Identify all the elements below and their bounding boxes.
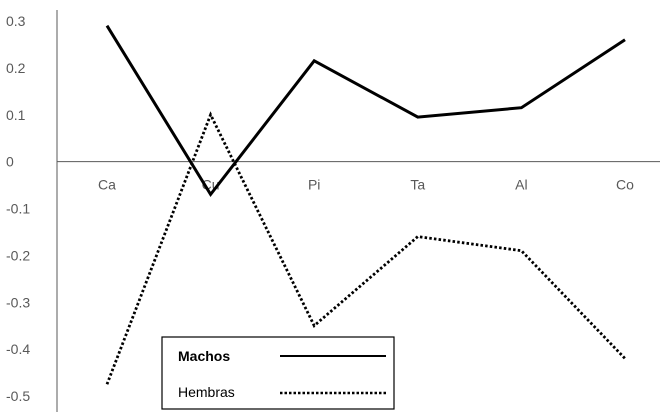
y-tick-label: -0.1 [6, 201, 30, 217]
legend: Machos Hembras [162, 337, 394, 409]
category-label: Al [515, 177, 527, 193]
y-tick-label: 0.3 [6, 13, 26, 29]
category-label: Ca [98, 177, 116, 193]
legend-label-machos: Machos [178, 348, 230, 364]
y-tick-labels: 0.3 0.2 0.1 0 -0.1 -0.2 -0.3 -0.4 -0.5 [6, 13, 30, 404]
category-label: Pi [308, 177, 320, 193]
y-tick-label: 0.1 [6, 107, 26, 123]
category-label: Ta [410, 177, 425, 193]
category-label: Co [616, 177, 634, 193]
y-tick-label: 0.2 [6, 60, 26, 76]
y-tick-label: -0.3 [6, 294, 30, 310]
series-line-machos [107, 26, 625, 195]
series-lines [107, 26, 625, 385]
y-tick-label: -0.5 [6, 388, 30, 404]
legend-label-hembras: Hembras [178, 384, 235, 400]
y-tick-label: 0 [6, 154, 14, 170]
y-tick-label: -0.4 [6, 341, 30, 357]
y-tick-label: -0.2 [6, 247, 30, 263]
